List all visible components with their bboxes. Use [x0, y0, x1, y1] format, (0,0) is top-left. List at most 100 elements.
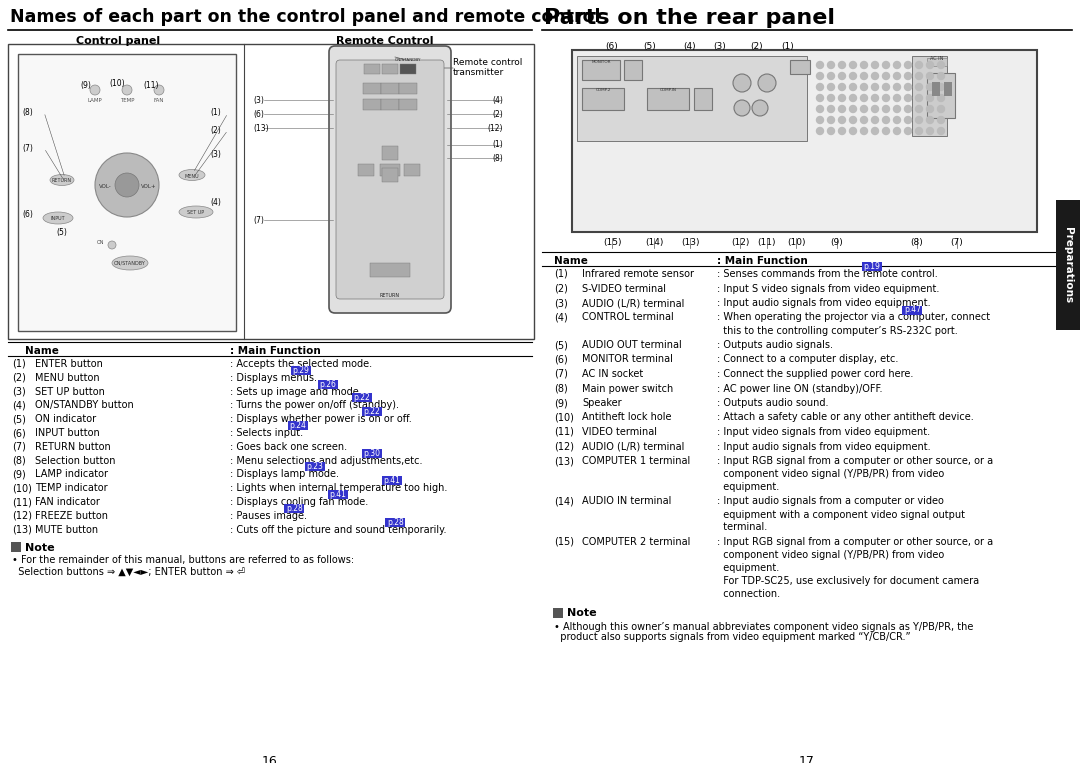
Circle shape	[850, 127, 856, 134]
Text: (4): (4)	[12, 401, 26, 410]
Text: : Cuts off the picture and sound temporarily.: : Cuts off the picture and sound tempora…	[230, 525, 446, 535]
Text: (8): (8)	[492, 153, 503, 163]
Text: (8): (8)	[910, 238, 923, 247]
Circle shape	[861, 72, 867, 79]
Text: (1): (1)	[492, 140, 503, 150]
Bar	[381, 83, 399, 94]
Circle shape	[927, 83, 933, 91]
Circle shape	[905, 127, 912, 134]
Text: component video signal (Y/PB/PR) from video: component video signal (Y/PB/PR) from vi…	[717, 550, 944, 560]
Circle shape	[927, 117, 933, 124]
Circle shape	[916, 62, 922, 69]
Circle shape	[827, 105, 835, 112]
Circle shape	[905, 83, 912, 91]
Circle shape	[827, 62, 835, 69]
Circle shape	[850, 117, 856, 124]
Bar	[284, 504, 305, 513]
Circle shape	[937, 105, 945, 112]
Text: (4): (4)	[210, 198, 221, 208]
Bar	[380, 164, 400, 176]
Text: ENTER button: ENTER button	[35, 359, 103, 369]
Text: S-VIDEO terminal: S-VIDEO terminal	[582, 284, 666, 294]
Text: AUDIO OUT terminal: AUDIO OUT terminal	[582, 340, 681, 350]
Circle shape	[872, 117, 878, 124]
Text: (2): (2)	[751, 42, 764, 51]
Text: MUTE button: MUTE button	[35, 525, 98, 535]
Text: FAN indicator: FAN indicator	[35, 497, 99, 507]
Text: : Displays menus.: : Displays menus.	[230, 373, 318, 383]
Text: : Input RGB signal from a computer or other source, or a: : Input RGB signal from a computer or ot…	[717, 456, 994, 466]
Ellipse shape	[43, 212, 73, 224]
Circle shape	[927, 95, 933, 101]
Text: : Main Function: : Main Function	[230, 346, 321, 356]
Text: p.28: p.28	[387, 517, 404, 526]
Text: (12): (12)	[554, 442, 573, 452]
Text: SET UP button: SET UP button	[35, 387, 105, 397]
Text: (3): (3)	[554, 298, 568, 308]
Circle shape	[882, 105, 890, 112]
Bar	[647, 88, 689, 110]
Bar	[370, 263, 410, 277]
Text: (13): (13)	[253, 124, 269, 133]
Circle shape	[893, 95, 901, 101]
Text: (8): (8)	[22, 108, 32, 117]
Circle shape	[752, 100, 768, 116]
Text: (14): (14)	[645, 238, 663, 247]
Text: (4): (4)	[492, 95, 503, 105]
Circle shape	[734, 100, 750, 116]
Text: RETURN: RETURN	[52, 179, 72, 183]
Text: INPUT: INPUT	[51, 217, 65, 221]
Text: : Menu selections and adjustments,etc.: : Menu selections and adjustments,etc.	[230, 456, 422, 465]
Text: Antitheft lock hole: Antitheft lock hole	[582, 413, 672, 423]
Circle shape	[850, 105, 856, 112]
Text: (2): (2)	[210, 125, 220, 134]
Circle shape	[882, 95, 890, 101]
Text: (7): (7)	[12, 442, 26, 452]
Circle shape	[916, 105, 922, 112]
Circle shape	[816, 117, 824, 124]
Text: LAMP: LAMP	[87, 98, 103, 103]
Circle shape	[927, 105, 933, 112]
Circle shape	[850, 72, 856, 79]
Text: (14): (14)	[554, 497, 573, 507]
Bar	[399, 99, 417, 110]
Bar	[932, 82, 940, 96]
Text: FREEZE button: FREEZE button	[35, 510, 108, 521]
Text: : When operating the projector via a computer, connect: : When operating the projector via a com…	[717, 313, 990, 323]
Text: Note: Note	[25, 543, 55, 553]
Text: : Main Function: : Main Function	[717, 256, 808, 266]
Text: transmitter: transmitter	[453, 68, 504, 77]
Text: : Displays lamp mode.: : Displays lamp mode.	[230, 469, 339, 479]
Text: (2): (2)	[554, 284, 568, 294]
Text: p.23: p.23	[306, 462, 323, 472]
Text: product also supports signals from video equipment marked “Y/CB/CR.”: product also supports signals from video…	[554, 633, 910, 642]
Bar	[357, 164, 374, 176]
Text: FREEZE: FREEZE	[400, 101, 416, 105]
Text: Parts on the rear panel: Parts on the rear panel	[544, 8, 835, 28]
Circle shape	[882, 127, 890, 134]
Text: (7): (7)	[22, 143, 32, 153]
Text: equipment.: equipment.	[717, 563, 780, 573]
Bar	[927, 58, 947, 66]
Text: (2): (2)	[492, 110, 503, 118]
Text: (4): (4)	[684, 42, 697, 51]
Text: MENU: MENU	[185, 173, 200, 179]
Text: (10): (10)	[12, 483, 32, 493]
Text: p.29: p.29	[293, 365, 310, 375]
Circle shape	[827, 95, 835, 101]
Bar	[363, 83, 381, 94]
Text: (3): (3)	[210, 150, 221, 159]
Text: RETURN: RETURN	[380, 293, 400, 298]
Text: (4): (4)	[554, 313, 568, 323]
Text: : Connect the supplied power cord here.: : Connect the supplied power cord here.	[717, 369, 914, 379]
Text: : Outputs audio signals.: : Outputs audio signals.	[717, 340, 833, 350]
Text: INPUT button: INPUT button	[35, 428, 99, 438]
Circle shape	[882, 62, 890, 69]
Text: (1): (1)	[12, 359, 26, 369]
Text: (10): (10)	[554, 413, 573, 423]
Circle shape	[916, 117, 922, 124]
Circle shape	[893, 72, 901, 79]
Circle shape	[827, 83, 835, 91]
Circle shape	[893, 105, 901, 112]
Circle shape	[872, 72, 878, 79]
